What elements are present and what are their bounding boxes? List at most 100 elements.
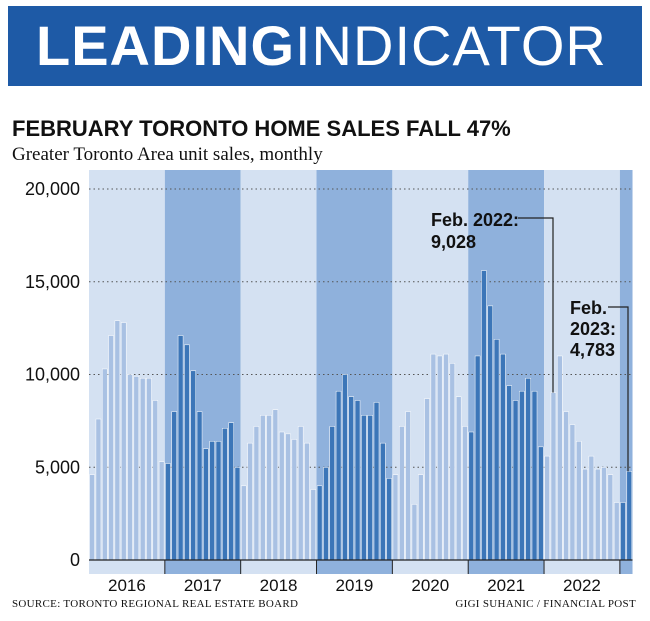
bar-2021-4: [487, 305, 494, 561]
year-band-2016: [89, 170, 165, 574]
annotation-feb-2022-line: 9,028: [431, 232, 476, 252]
bar-2023-2: [626, 471, 633, 561]
annotation-feb-2023-line: 2023:: [570, 319, 616, 339]
y-tick-label: 0: [70, 550, 80, 570]
bar-2018-1: [241, 485, 247, 561]
bar-2023-1: [620, 502, 626, 561]
banner-title-part2: INDICATOR: [295, 14, 607, 77]
bar-2020-1: [392, 474, 399, 561]
bar-2018-2: [247, 442, 253, 561]
bar-2019-6: [348, 396, 354, 561]
bar-2018-3: [253, 426, 260, 561]
bar-2021-12: [538, 446, 544, 561]
year-band-2022: [544, 170, 620, 574]
year-band-2021: [468, 170, 545, 574]
bar-2020-12: [462, 426, 468, 561]
bar-2020-9: [443, 353, 449, 561]
x-tick-label-2021: 2021: [487, 576, 525, 594]
bar-2019-1: [316, 485, 323, 561]
bar-2019-9: [367, 415, 373, 561]
bar-2022-4: [563, 411, 569, 561]
bar-2020-4: [411, 504, 418, 561]
annotation-feb-2022-line: Feb. 2022:: [431, 210, 519, 230]
annotation-leader-feb-2022: [518, 217, 554, 393]
leading-indicator-banner: LEADINGINDICATOR: [8, 6, 642, 86]
year-band-2017: [164, 170, 241, 574]
bar-2016-12: [158, 461, 165, 561]
x-tick-label-2017: 2017: [184, 576, 222, 594]
bar-2019-2: [323, 467, 329, 561]
bar-2019-12: [386, 478, 392, 561]
bar-2019-10: [373, 402, 380, 561]
bar-2020-11: [455, 396, 462, 561]
chart-title: FEBRUARY TORONTO HOME SALES FALL 47%: [12, 116, 511, 141]
bar-2022-6: [575, 441, 582, 561]
x-tick-label-2019: 2019: [336, 576, 374, 594]
bar-2018-7: [278, 431, 285, 561]
annotation-leader-feb-2023: [608, 306, 629, 472]
bar-2018-12: [310, 489, 317, 561]
bar-2022-7: [582, 468, 588, 561]
year-band-2018: [240, 170, 317, 574]
bar-chart: 0 5,000 10,000 15,000 20,000 2016 2017 2018 2019…: [25, 170, 633, 594]
chart-subtitle: Greater Toronto Area unit sales, monthly: [12, 144, 323, 165]
banner-title-part1: LEADING: [36, 14, 295, 77]
bar-2019-5: [342, 374, 348, 561]
annotation-feb-2023-line: 4,783: [570, 340, 615, 360]
bar-2021-9: [519, 390, 525, 561]
bar-2021-6: [500, 353, 506, 561]
bar-2016-5: [114, 320, 121, 561]
bar-2018-8: [285, 433, 291, 561]
bar-2020-10: [449, 363, 456, 561]
bar-2017-6: [196, 411, 203, 561]
bar-2022-3: [557, 355, 563, 561]
bar-2019-3: [329, 426, 336, 561]
bar-2022-12: [613, 502, 620, 561]
bar-2021-2: [474, 355, 481, 561]
bar-2020-7: [430, 353, 437, 561]
x-tick-label-2022: 2022: [563, 576, 601, 594]
bar-2016-8: [133, 376, 140, 561]
bar-2017-8: [209, 441, 215, 561]
bar-2016-3: [101, 368, 108, 561]
bar-2018-5: [266, 415, 272, 561]
bar-2018-4: [259, 415, 266, 561]
bar-2016-11: [152, 400, 159, 561]
bar-2022-2: [550, 392, 557, 561]
bar-2021-3: [481, 270, 487, 561]
bar-2021-11: [531, 390, 538, 561]
bar-2021-1: [468, 431, 475, 561]
bar-2017-3: [177, 335, 184, 561]
bar-2017-10: [222, 428, 228, 561]
bar-2017-9: [215, 441, 222, 561]
y-tick-label: 20,000: [25, 179, 80, 199]
bar-2017-5: [190, 370, 196, 561]
bar-2016-1: [89, 474, 95, 561]
bar-2017-1: [165, 463, 171, 561]
bar-2022-5: [569, 424, 576, 561]
x-tick-label-2016: 2016: [108, 576, 146, 594]
bar-2021-8: [512, 400, 519, 561]
bar-2017-12: [234, 467, 241, 561]
source-note: SOURCE: TORONTO REGIONAL REAL ESTATE BOA…: [12, 598, 299, 610]
bar-2020-6: [424, 398, 430, 561]
year-band-2020: [392, 170, 469, 574]
bar-2017-7: [203, 448, 209, 561]
bar-2022-1: [544, 455, 550, 561]
bar-2017-11: [228, 422, 234, 561]
y-tick-label: 5,000: [35, 457, 80, 477]
bar-2020-5: [417, 474, 424, 561]
bar-2020-8: [436, 355, 443, 561]
x-tick-label-2020: 2020: [411, 576, 449, 594]
bar-2019-4: [335, 390, 342, 561]
bar-2017-4: [184, 344, 190, 561]
bar-2016-6: [120, 322, 127, 561]
bar-2018-10: [297, 426, 304, 561]
bar-2016-2: [95, 418, 102, 561]
bar-2017-2: [171, 411, 178, 561]
bar-2018-11: [304, 442, 310, 561]
bar-2016-4: [108, 335, 114, 561]
bar-2016-7: [127, 374, 133, 561]
x-tick-label-2018: 2018: [260, 576, 298, 594]
y-tick-label: 10,000: [25, 365, 80, 385]
